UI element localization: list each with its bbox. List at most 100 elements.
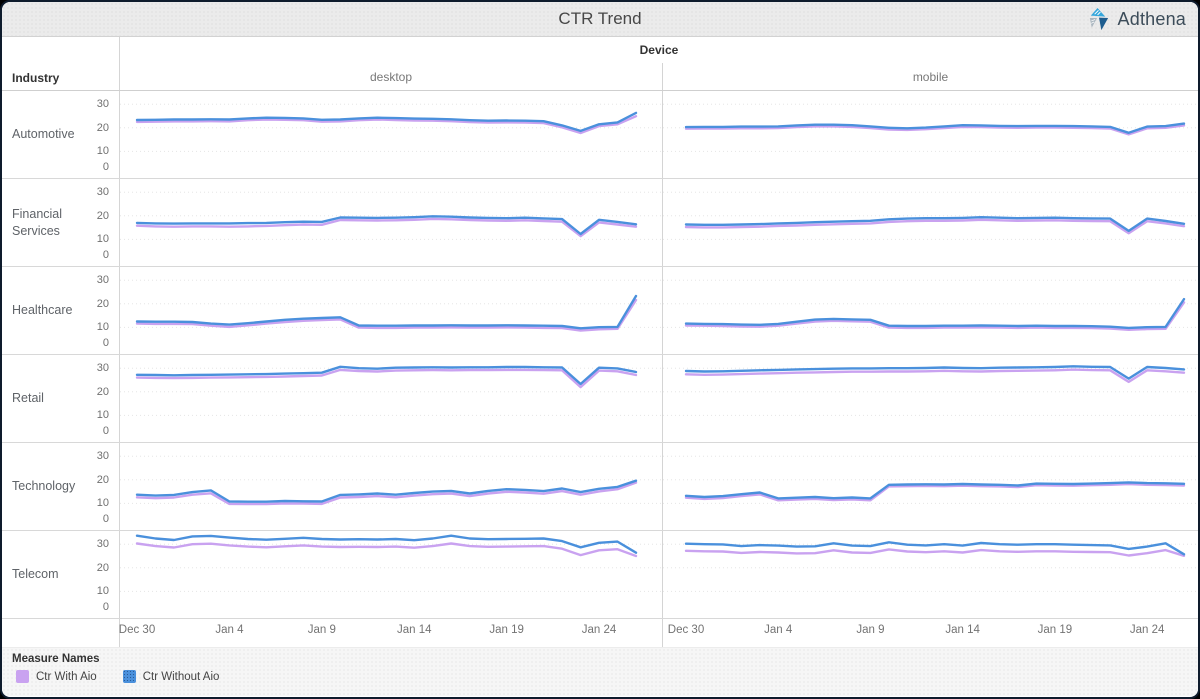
chart-panel-healthcare-desktop[interactable] — [120, 267, 662, 354]
chart-panel-automotive-desktop[interactable] — [120, 91, 662, 178]
header-label-spacer — [2, 37, 120, 63]
series-line-ctr-without-aio[interactable] — [135, 534, 638, 554]
series-line-ctr-without-aio[interactable] — [135, 294, 638, 330]
series-line-ctr-with-aio[interactable] — [684, 368, 1186, 384]
x-axis-tick: Jan 4 — [215, 624, 244, 636]
chart-panel-technology-desktop[interactable] — [120, 443, 662, 530]
adthena-logo-icon — [1089, 7, 1108, 30]
legend-swatch-with-aio[interactable] — [16, 670, 29, 683]
series-line-ctr-with-aio[interactable] — [684, 482, 1186, 502]
device-group-header: Device — [2, 37, 1198, 63]
series-line-ctr-without-aio[interactable] — [684, 297, 1186, 330]
row-label-cell: Technology 30 20 10 0 — [2, 443, 120, 530]
chart-panel-healthcare-mobile[interactable] — [662, 267, 1198, 354]
y-axis-tick: 20 — [96, 209, 109, 222]
x-axis-tick: Jan 14 — [945, 624, 980, 636]
x-axis-tick: Jan 9 — [856, 624, 885, 636]
legend-item-ctr-with-aio[interactable]: Ctr With Aio — [16, 670, 97, 683]
column-headers-row: Industry desktop mobile — [2, 63, 1198, 91]
line-chart-svg — [120, 279, 662, 332]
series-line-ctr-with-aio[interactable] — [135, 542, 638, 558]
chart-panel-telecom-desktop[interactable] — [120, 531, 662, 618]
row-label-cell: Financial Services 30 20 10 0 — [2, 179, 120, 266]
chart-panel-financial-services-desktop[interactable] — [120, 179, 662, 266]
series-line-ctr-with-aio[interactable] — [135, 368, 638, 389]
axis-label-spacer — [2, 619, 120, 647]
chart-panel-retail-desktop[interactable] — [120, 355, 662, 442]
industry-row-retail: Retail 30 20 10 0 — [2, 355, 1198, 443]
industry-row-telecom: Telecom 30 20 10 0 — [2, 531, 1198, 619]
x-axis-tick: Dec 30 — [667, 624, 705, 636]
line-chart-svg — [120, 103, 662, 152]
series-line-ctr-without-aio[interactable] — [135, 479, 638, 503]
x-axis-tick: Dec 30 — [118, 624, 156, 636]
y-axis-tick: 30 — [96, 274, 109, 287]
industry-group-label: Industry — [12, 71, 60, 85]
industry-row-healthcare: Healthcare 30 20 10 0 — [2, 267, 1198, 355]
y-axis: 30 20 10 0 — [79, 531, 115, 618]
legend-title: Measure Names — [12, 653, 100, 665]
chart-panel-retail-mobile[interactable] — [662, 355, 1198, 442]
y-axis: 30 20 10 0 — [79, 443, 115, 530]
line-chart-svg — [663, 455, 1198, 504]
line-chart-svg — [120, 191, 662, 240]
series-line-ctr-with-aio[interactable] — [135, 217, 638, 238]
legend-swatch-without-aio[interactable] — [122, 670, 136, 683]
series-line-ctr-without-aio[interactable] — [684, 122, 1186, 134]
line-chart-svg — [663, 103, 1198, 152]
legend: Measure Names Ctr With Aio Ctr Without A… — [2, 647, 1198, 696]
column-header-mobile: mobile — [662, 63, 1198, 90]
series-line-ctr-with-aio[interactable] — [684, 301, 1186, 331]
y-axis-tick: 30 — [96, 450, 109, 463]
y-axis-tick: 10 — [96, 145, 109, 158]
series-line-ctr-without-aio[interactable] — [684, 481, 1186, 500]
y-axis-tick: 10 — [96, 409, 109, 422]
column-header-desktop: desktop — [369, 69, 413, 84]
x-axis-tick: Jan 19 — [1037, 624, 1073, 636]
chart-panel-automotive-mobile[interactable] — [662, 91, 1198, 178]
x-axis-mobile: Dec 30 Jan 4 Jan 9 Jan 14 Jan 19 Jan 24 — [662, 619, 1198, 647]
y-axis: 30 20 10 0 — [79, 91, 115, 178]
x-axis-row: Dec 30 Jan 4 Jan 9 Jan 14 Jan 19 Jan 24 Dec 3… — [2, 619, 1198, 647]
industry-label: Healthcare — [12, 303, 73, 318]
series-line-ctr-with-aio[interactable] — [135, 481, 638, 506]
y-axis-tick: 0 — [102, 513, 109, 525]
page-title: CTR Trend — [558, 9, 642, 28]
row-label-cell: Healthcare 30 20 10 0 — [2, 267, 120, 354]
series-line-ctr-without-aio[interactable] — [684, 216, 1186, 233]
y-axis-tick: 10 — [96, 585, 109, 598]
y-axis-tick: 10 — [96, 497, 109, 510]
series-line-ctr-with-aio[interactable] — [684, 124, 1186, 136]
series-line-ctr-with-aio[interactable] — [684, 218, 1186, 235]
chart-panel-technology-mobile[interactable] — [662, 443, 1198, 530]
series-line-ctr-with-aio[interactable] — [684, 548, 1186, 557]
legend-label: Ctr Without Aio — [142, 670, 220, 683]
industry-label: Automotive — [12, 127, 75, 142]
industry-label: Retail — [12, 391, 44, 406]
line-chart-svg — [663, 365, 1198, 416]
series-line-ctr-with-aio[interactable] — [135, 298, 638, 332]
chart-panel-financial-services-mobile[interactable] — [662, 179, 1198, 266]
series-line-ctr-without-aio[interactable] — [135, 365, 638, 386]
line-chart-svg — [120, 534, 662, 592]
line-chart-svg — [663, 191, 1198, 240]
industry-row-technology: Technology 30 20 10 0 — [2, 443, 1198, 531]
x-axis-tick: Jan 24 — [581, 624, 617, 636]
small-multiples-grid: Automotive 30 20 10 0 Financial Services 30 20 1… — [2, 91, 1198, 619]
chart-panel-telecom-mobile[interactable] — [662, 531, 1198, 618]
industry-label: Financial Services — [12, 207, 63, 238]
series-line-ctr-without-aio[interactable] — [684, 541, 1186, 556]
series-line-ctr-without-aio[interactable] — [135, 111, 638, 133]
series-line-ctr-without-aio[interactable] — [684, 365, 1186, 380]
industry-label: Telecom — [12, 567, 59, 582]
series-line-ctr-without-aio[interactable] — [135, 215, 638, 236]
industry-header-cell: Industry — [2, 63, 120, 90]
line-chart-svg — [663, 279, 1198, 331]
y-axis: 30 20 10 0 — [79, 267, 115, 354]
y-axis-tick: 20 — [96, 297, 109, 310]
series-line-ctr-with-aio[interactable] — [135, 115, 638, 135]
y-axis-tick: 0 — [102, 601, 109, 613]
legend-item-ctr-without-aio[interactable]: Ctr Without Aio — [122, 670, 220, 683]
x-axis-tick: Jan 9 — [307, 624, 336, 636]
